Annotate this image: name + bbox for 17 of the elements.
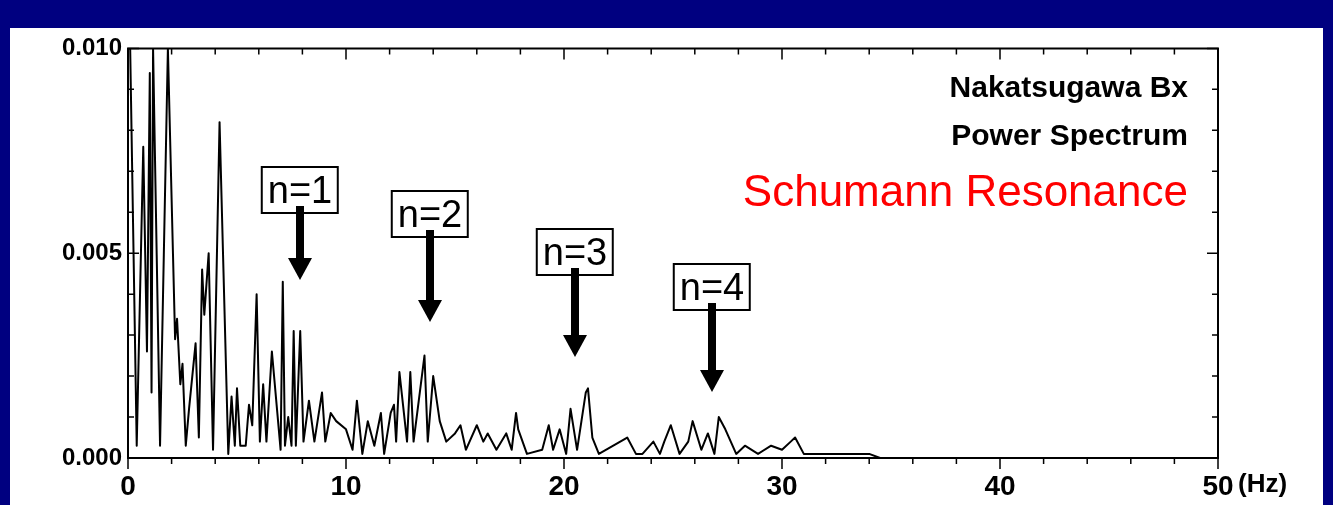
y-tick-label: 0.000: [61, 442, 122, 470]
annotation: n=4: [672, 263, 752, 311]
annotation: n=2: [390, 190, 470, 238]
y-tick-label: 0.005: [61, 237, 122, 265]
x-tick-label: 50: [1202, 469, 1234, 501]
annotation: n=1: [260, 166, 340, 214]
annotation: n=3: [535, 228, 615, 276]
annotation: Nakatsugawa Bx: [949, 69, 1189, 103]
x-tick-label: 30: [766, 469, 798, 501]
x-tick-label: 0: [120, 469, 136, 501]
x-tick-label: 10: [330, 469, 362, 501]
annotation: Power Spectrum: [951, 117, 1188, 151]
annotation: Schumann Resonance: [742, 165, 1188, 215]
x-tick-label: 20: [548, 469, 580, 501]
x-tick-label: 40: [984, 469, 1016, 501]
x-axis-title: (Hz): [1238, 468, 1288, 499]
y-tick-label: 0.010: [61, 33, 122, 61]
